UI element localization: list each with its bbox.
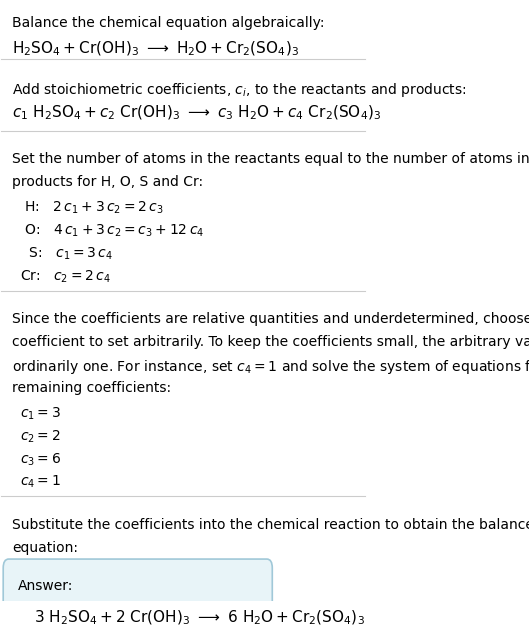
- Text: coefficient to set arbitrarily. To keep the coefficients small, the arbitrary va: coefficient to set arbitrarily. To keep …: [12, 335, 529, 349]
- Text: $c_4 = 1$: $c_4 = 1$: [20, 474, 60, 490]
- Text: Since the coefficients are relative quantities and underdetermined, choose a: Since the coefficients are relative quan…: [12, 312, 529, 326]
- Text: $c_3 = 6$: $c_3 = 6$: [20, 451, 61, 468]
- Text: $3\ \mathrm{H_2SO_4} + 2\ \mathrm{Cr(OH)_3}\ \longrightarrow\ 6\ \mathrm{H_2O} +: $3\ \mathrm{H_2SO_4} + 2\ \mathrm{Cr(OH)…: [34, 609, 365, 627]
- Text: S:   $c_1 = 3\,c_4$: S: $c_1 = 3\,c_4$: [20, 246, 113, 262]
- FancyBboxPatch shape: [3, 559, 272, 627]
- Text: $\mathrm{H_2SO_4 + Cr(OH)_3 \ \longrightarrow \ H_2O + Cr_2(SO_4)_3}$: $\mathrm{H_2SO_4 + Cr(OH)_3 \ \longright…: [12, 39, 299, 58]
- Text: O:   $4\,c_1 + 3\,c_2 = c_3 + 12\,c_4$: O: $4\,c_1 + 3\,c_2 = c_3 + 12\,c_4$: [20, 223, 204, 239]
- Text: Set the number of atoms in the reactants equal to the number of atoms in the: Set the number of atoms in the reactants…: [12, 152, 529, 166]
- Text: $c_1\ \mathrm{H_2SO_4} + c_2\ \mathrm{Cr(OH)_3}\ \longrightarrow\ c_3\ \mathrm{H: $c_1\ \mathrm{H_2SO_4} + c_2\ \mathrm{Cr…: [12, 103, 381, 122]
- Text: Answer:: Answer:: [18, 579, 73, 593]
- Text: ordinarily one. For instance, set $c_4 = 1$ and solve the system of equations fo: ordinarily one. For instance, set $c_4 =…: [12, 358, 529, 376]
- Text: Substitute the coefficients into the chemical reaction to obtain the balanced: Substitute the coefficients into the che…: [12, 518, 529, 532]
- Text: $c_2 = 2$: $c_2 = 2$: [20, 428, 60, 445]
- Text: Balance the chemical equation algebraically:: Balance the chemical equation algebraica…: [12, 16, 325, 30]
- Text: H:   $2\,c_1 + 3\,c_2 = 2\,c_3$: H: $2\,c_1 + 3\,c_2 = 2\,c_3$: [20, 200, 163, 216]
- Text: $c_1 = 3$: $c_1 = 3$: [20, 406, 60, 422]
- Text: Cr:   $c_2 = 2\,c_4$: Cr: $c_2 = 2\,c_4$: [20, 268, 111, 285]
- Text: Add stoichiometric coefficients, $c_i$, to the reactants and products:: Add stoichiometric coefficients, $c_i$, …: [12, 81, 467, 99]
- Text: products for H, O, S and Cr:: products for H, O, S and Cr:: [12, 175, 204, 189]
- Text: equation:: equation:: [12, 540, 78, 555]
- Text: remaining coefficients:: remaining coefficients:: [12, 381, 171, 394]
